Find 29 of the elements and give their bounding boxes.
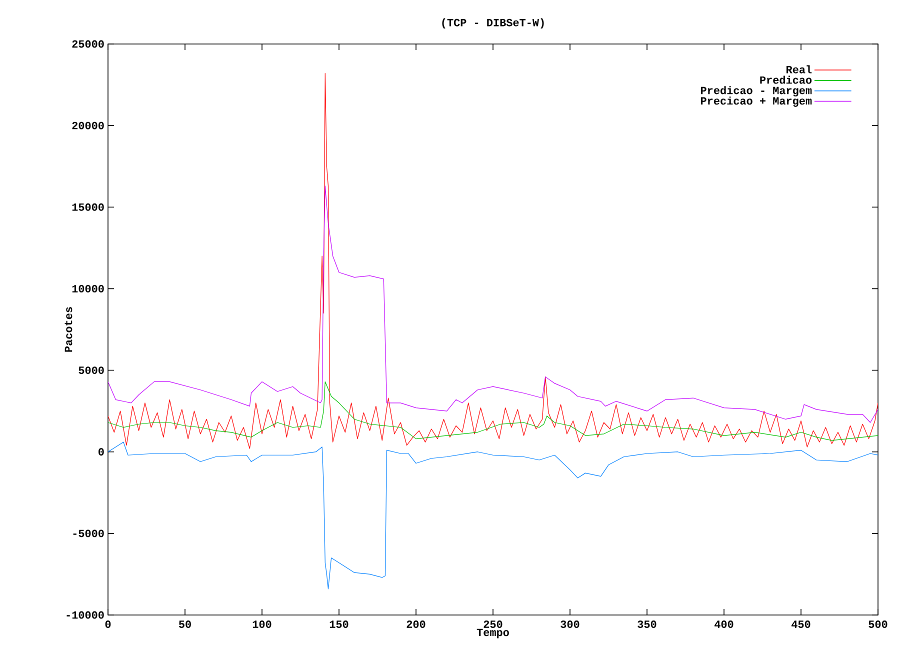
x-tick-label: 50 [178,620,191,628]
y-tick-label: 15000 [72,203,104,211]
x-tick-label: 100 [252,620,272,628]
y-tick-label: -5000 [73,530,104,538]
y-tick-label: 20000 [72,122,104,130]
line-series [108,442,878,590]
x-axis-title: Tempo [476,628,509,638]
y-tick-label: 25000 [72,40,104,48]
legend-label: Predicao [760,76,812,84]
x-tick-label: 0 [105,620,111,628]
y-axis-title: Pacotes [64,307,72,352]
x-tick-label: 150 [330,620,348,628]
line-series [108,186,878,423]
line-series [108,73,878,449]
legend-label: Real [786,65,812,74]
x-tick-label: 200 [406,620,426,628]
legend-label: Predicao - Margem [701,86,812,96]
x-tick-label: 350 [638,620,656,628]
x-tick-label: 400 [714,620,734,628]
x-tick-label: 250 [484,620,502,628]
chart-title: (TCP - DIBSeT-W) [442,18,544,28]
legend-label: Precicao + Margem [701,96,812,107]
x-tick-label: 500 [868,620,888,628]
x-tick-label: 300 [560,620,580,628]
x-tick-label: 450 [792,620,810,628]
y-tick-label: 0 [98,448,104,456]
y-tick-label: -10000 [66,611,104,619]
y-tick-label: 5000 [78,366,104,374]
y-tick-label: 10000 [72,284,104,292]
